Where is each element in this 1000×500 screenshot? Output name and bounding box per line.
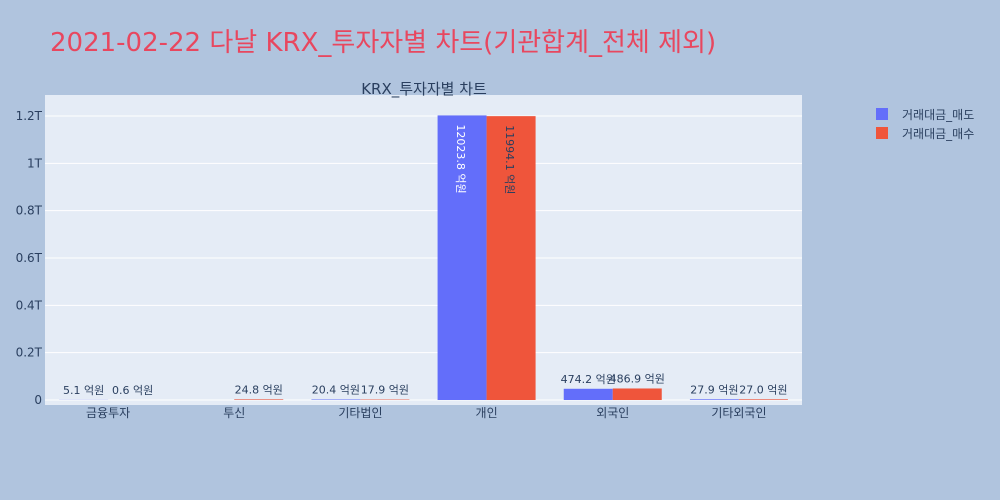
- x-tick-label: 외국인: [596, 406, 629, 420]
- y-tick-label: 0.2T: [16, 346, 43, 360]
- gridlines: [45, 115, 802, 401]
- data-label: 24.8 억원: [235, 383, 283, 396]
- bar: [486, 116, 536, 400]
- bar: [437, 115, 487, 400]
- legend-swatch[interactable]: [876, 108, 888, 120]
- data-label: 486.9 억원: [610, 372, 665, 385]
- data-label: 27.9 억원: [690, 383, 738, 396]
- y-axis: 0 0.2T 0.4T 0.6T 0.8T 1T 1.2T: [16, 109, 43, 407]
- legend-label[interactable]: 거래대금_매도: [902, 108, 974, 122]
- bar: [563, 388, 613, 400]
- data-label: 474.2 억원: [561, 373, 616, 386]
- chart-title: KRX_투자자별 차트: [361, 80, 487, 99]
- y-tick-label: 0.6T: [16, 251, 43, 265]
- x-tick-label: 투신: [223, 406, 245, 420]
- y-tick-label: 1.2T: [16, 109, 43, 123]
- bar: [234, 399, 284, 400]
- y-tick-label: 0: [34, 393, 42, 407]
- x-axis: 금융투자 투신 기타법인 개인 외국인 기타외국인: [86, 406, 767, 420]
- plot-background: [45, 95, 802, 405]
- data-label: 0.6 억원: [112, 384, 153, 397]
- y-tick-label: 0.4T: [16, 298, 43, 312]
- data-label: 5.1 억원: [63, 384, 104, 397]
- legend-swatch[interactable]: [876, 127, 888, 139]
- bar-labels: 5.1 억원 0.6 억원 24.8 억원 20.4 억원 17.9 억원 12023.8…: [63, 124, 788, 397]
- x-tick-label: 개인: [476, 406, 498, 420]
- x-tick-label: 기타외국인: [711, 406, 766, 420]
- y-tick-label: 0.8T: [16, 204, 43, 218]
- data-label: 20.4 억원: [312, 384, 360, 397]
- y-tick-label: 1T: [27, 156, 43, 170]
- data-label: 11994.1 억원: [503, 125, 516, 194]
- data-label: 27.0 억원: [739, 383, 787, 396]
- legend-label[interactable]: 거래대금_매수: [902, 127, 974, 141]
- data-label: 12023.8 억원: [454, 124, 467, 193]
- x-tick-label: 기타법인: [338, 406, 382, 420]
- data-label: 17.9 억원: [361, 384, 409, 397]
- bar: [689, 399, 739, 400]
- x-tick-label: 금융투자: [86, 406, 130, 420]
- page-title: 2021-02-22 다날 KRX_투자자별 차트(기관합계_전체 제외): [50, 28, 717, 58]
- bar: [612, 388, 662, 400]
- bar: [738, 399, 788, 400]
- bars: [59, 115, 788, 400]
